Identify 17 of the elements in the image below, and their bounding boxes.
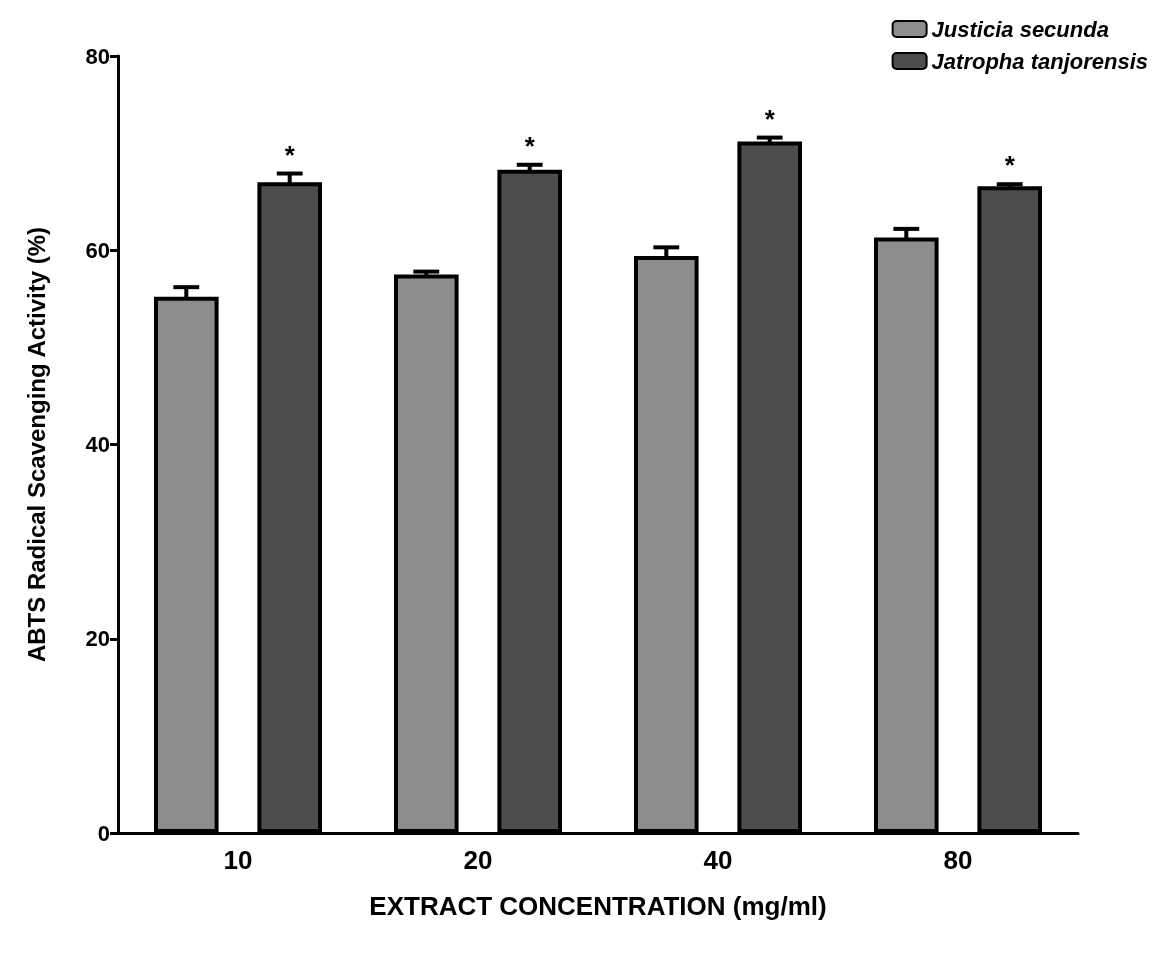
x-tick-label: 80 — [943, 845, 973, 875]
y-tick-label: 60 — [85, 237, 110, 263]
y-tick-label: 40 — [85, 432, 110, 457]
x-tick-label: 40 — [703, 845, 733, 875]
y-tick-label: 0 — [97, 820, 110, 846]
y-tick-label: 20 — [85, 626, 110, 652]
x-tick-label: 10 — [223, 845, 253, 875]
x-axis-title: EXTRACT CONCENTRATION (mg/ml) — [369, 891, 827, 921]
data-label: * — [1004, 150, 1016, 181]
legend-label: Justicia secunda — [931, 16, 1109, 42]
data-label: * — [764, 103, 776, 134]
y-axis-title: ABTS Radical Scavenging Activity (%) — [22, 226, 50, 663]
data-label: * — [524, 130, 536, 161]
y-tick-label: 80 — [85, 43, 110, 69]
data-label: * — [284, 139, 296, 170]
legend-label: Jatropha tanjorensis — [931, 48, 1148, 74]
x-tick-label: 20 — [463, 845, 493, 875]
